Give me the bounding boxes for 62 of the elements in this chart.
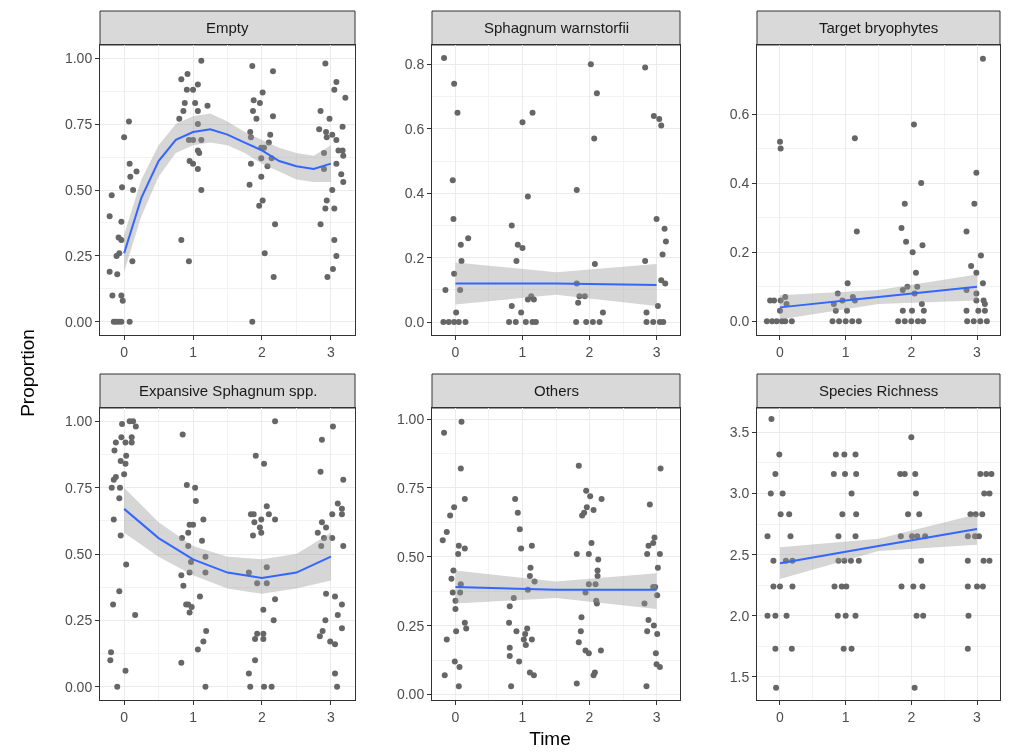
y-tick-label: 0.2 — [729, 244, 750, 261]
x-tick-label: 2 — [258, 343, 267, 360]
y-tick-label: 0.4 — [404, 185, 425, 202]
y-tick-label: 1.00 — [64, 50, 93, 67]
x-tick-label: 0 — [120, 708, 129, 725]
y-tick-label: 0.4 — [729, 175, 750, 191]
x-tick-label: 1 — [841, 343, 850, 360]
x-tick-label: 3 — [973, 343, 982, 360]
x-tick-label: 1 — [189, 343, 198, 360]
y-tick-label: 0.6 — [404, 120, 425, 137]
x-tick-label: 1 — [189, 708, 198, 725]
y-tick-label: 0.75 — [64, 115, 93, 132]
y-tick-label: 0.6 — [729, 105, 750, 122]
y-tick-label: 0.25 — [396, 617, 425, 634]
y-tick-label: 3.0 — [729, 485, 750, 502]
y-tick-label: 3.5 — [729, 424, 750, 441]
x-tick-label: 1 — [518, 343, 527, 360]
y-tick-label: 0.2 — [404, 249, 425, 266]
y-tick-label: 0.25 — [64, 247, 93, 264]
chart-title: Sphagnum warnstorfii — [484, 19, 630, 36]
x-tick-label: 0 — [776, 708, 785, 725]
x-tick-label: 1 — [841, 708, 850, 725]
x-tick-label: 2 — [907, 708, 916, 725]
x-tick-label: 2 — [258, 708, 267, 725]
chart-title: Target bryophytes — [819, 19, 939, 36]
x-axis-title: Time — [528, 728, 572, 750]
y-tick-label: 1.00 — [64, 413, 93, 430]
y-tick-label: 1.00 — [396, 410, 425, 427]
y-tick-label: 0.00 — [64, 313, 93, 330]
x-tick-label: 0 — [451, 708, 460, 725]
x-tick-label: 0 — [451, 343, 460, 360]
y-tick-label: 1.5 — [729, 668, 750, 685]
y-tick-label: 0.8 — [404, 56, 425, 73]
x-tick-label: 2 — [585, 708, 594, 725]
x-tick-label: 0 — [776, 343, 785, 360]
y-tick-label: 0.50 — [396, 548, 425, 565]
x-tick-label: 0 — [120, 343, 129, 360]
chart-title: Others — [534, 382, 580, 399]
y-tick-label: 0.75 — [396, 479, 425, 496]
x-tick-label: 3 — [326, 708, 335, 725]
y-tick-label: 2.5 — [729, 546, 750, 563]
y-tick-label: 2.0 — [729, 607, 750, 624]
x-tick-label: 3 — [652, 708, 661, 725]
y-tick-label: 0.00 — [64, 678, 93, 695]
x-tick-label: 3 — [326, 343, 335, 360]
x-tick-label: 2 — [585, 343, 594, 360]
line-series — [123, 507, 332, 579]
y-tick-label: 0.50 — [64, 181, 93, 198]
chart-title: Species Richness — [819, 382, 939, 399]
chart-title: Empty — [206, 19, 250, 36]
x-tick-label: 1 — [518, 708, 527, 725]
y-axis-title: Proportion — [17, 328, 39, 419]
y-tick-label: 0.0 — [729, 313, 750, 330]
y-tick-label: 0.00 — [396, 686, 425, 703]
x-tick-label: 3 — [652, 343, 661, 360]
x-tick-label: 3 — [973, 708, 982, 725]
y-tick-label: 0.50 — [64, 545, 93, 562]
y-tick-label: 0.25 — [64, 612, 93, 629]
chart-title: Expansive Sphagnum spp. — [139, 382, 318, 399]
y-tick-label: 0.75 — [64, 479, 93, 496]
x-tick-label: 2 — [907, 343, 916, 360]
y-tick-label: 0.0 — [404, 314, 425, 331]
